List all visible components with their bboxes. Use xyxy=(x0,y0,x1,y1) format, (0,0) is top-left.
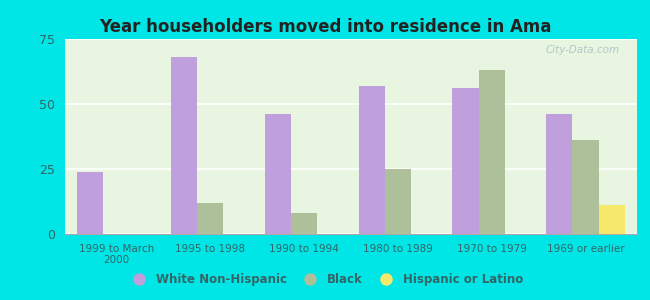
Bar xyxy=(197,203,224,234)
Bar xyxy=(265,114,291,234)
Bar xyxy=(599,206,625,234)
Bar xyxy=(291,213,317,234)
Bar xyxy=(572,140,599,234)
Bar xyxy=(77,172,103,234)
Bar xyxy=(385,169,411,234)
Bar xyxy=(546,114,572,234)
Text: City-Data.com: City-Data.com xyxy=(546,45,620,55)
Bar xyxy=(478,70,505,234)
Bar xyxy=(359,86,385,234)
Text: Year householders moved into residence in Ama: Year householders moved into residence i… xyxy=(99,18,551,36)
Bar xyxy=(452,88,478,234)
Bar xyxy=(171,57,197,234)
Legend: White Non-Hispanic, Black, Hispanic or Latino: White Non-Hispanic, Black, Hispanic or L… xyxy=(122,269,528,291)
